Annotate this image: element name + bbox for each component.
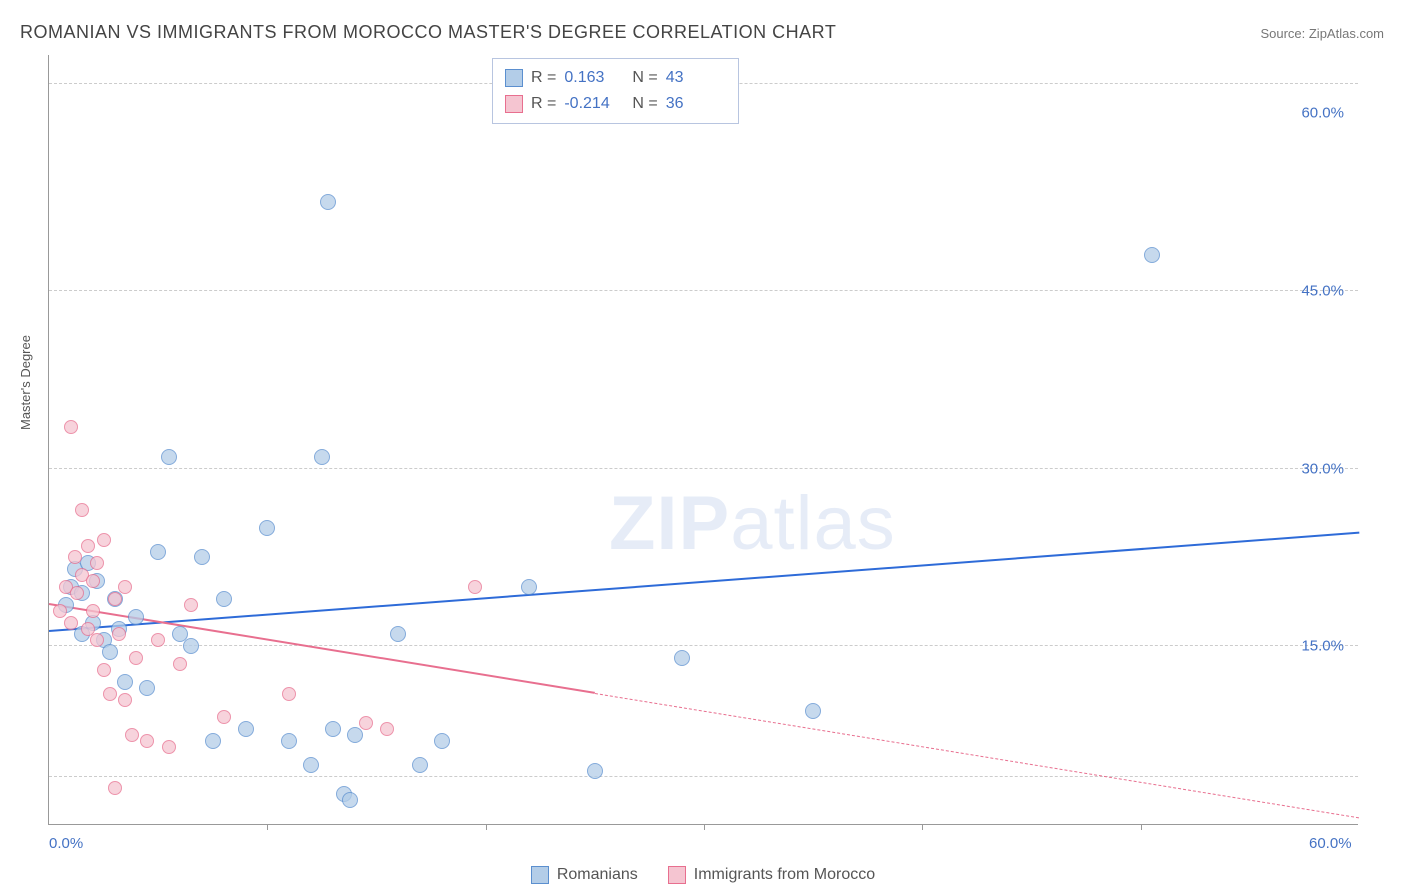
x-tick-label: 0.0% bbox=[49, 835, 83, 852]
y-axis-label: Master's Degree bbox=[18, 335, 33, 430]
scatter-point bbox=[150, 544, 166, 560]
scatter-point bbox=[303, 757, 319, 773]
scatter-point bbox=[81, 539, 95, 553]
source-attribution: Source: ZipAtlas.com bbox=[1260, 26, 1384, 41]
scatter-point bbox=[1144, 247, 1160, 263]
scatter-point bbox=[217, 710, 231, 724]
scatter-point bbox=[412, 757, 428, 773]
scatter-point bbox=[118, 693, 132, 707]
scatter-point bbox=[161, 449, 177, 465]
scatter-point bbox=[102, 644, 118, 660]
chart-title: ROMANIAN VS IMMIGRANTS FROM MOROCCO MAST… bbox=[20, 22, 836, 43]
scatter-point bbox=[108, 781, 122, 795]
scatter-point bbox=[112, 627, 126, 641]
scatter-point bbox=[53, 604, 67, 618]
gridline bbox=[49, 776, 1358, 777]
gridline bbox=[49, 468, 1358, 469]
y-tick-label: 60.0% bbox=[1301, 105, 1344, 122]
scatter-point bbox=[75, 503, 89, 517]
x-tick bbox=[1141, 824, 1142, 830]
scatter-point bbox=[521, 579, 537, 595]
legend-swatch-series2 bbox=[505, 95, 523, 113]
n-label: N = bbox=[632, 65, 657, 91]
scatter-point bbox=[125, 728, 139, 742]
scatter-point bbox=[238, 721, 254, 737]
x-tick bbox=[704, 824, 705, 830]
n-value-series1: 43 bbox=[666, 65, 726, 91]
n-label: N = bbox=[632, 91, 657, 117]
scatter-point bbox=[64, 616, 78, 630]
scatter-point bbox=[281, 733, 297, 749]
scatter-point bbox=[117, 674, 133, 690]
scatter-point bbox=[151, 633, 165, 647]
y-tick-label: 45.0% bbox=[1301, 282, 1344, 299]
scatter-point bbox=[216, 591, 232, 607]
watermark: ZIPatlas bbox=[609, 480, 896, 567]
scatter-point bbox=[118, 580, 132, 594]
x-tick bbox=[267, 824, 268, 830]
scatter-point bbox=[587, 763, 603, 779]
bottom-legend: Romanians Immigrants from Morocco bbox=[0, 866, 1406, 884]
regression-line bbox=[595, 693, 1359, 818]
scatter-point bbox=[86, 604, 100, 618]
scatter-point bbox=[805, 703, 821, 719]
scatter-point bbox=[108, 592, 122, 606]
scatter-point bbox=[390, 626, 406, 642]
r-value-series1: 0.163 bbox=[564, 65, 624, 91]
scatter-point bbox=[194, 549, 210, 565]
x-tick bbox=[486, 824, 487, 830]
scatter-point bbox=[97, 533, 111, 547]
legend-label-series2: Immigrants from Morocco bbox=[694, 866, 875, 884]
scatter-point bbox=[468, 580, 482, 594]
scatter-point bbox=[173, 657, 187, 671]
scatter-point bbox=[320, 194, 336, 210]
legend-item-series1: Romanians bbox=[531, 866, 638, 884]
scatter-point bbox=[259, 520, 275, 536]
scatter-point bbox=[674, 650, 690, 666]
scatter-point bbox=[128, 609, 144, 625]
r-label: R = bbox=[531, 91, 556, 117]
legend-swatch-series2 bbox=[668, 866, 686, 884]
scatter-point bbox=[162, 740, 176, 754]
scatter-chart: ZIPatlas 15.0%30.0%45.0%60.0%0.0%60.0% bbox=[48, 55, 1358, 825]
scatter-point bbox=[347, 727, 363, 743]
y-tick-label: 30.0% bbox=[1301, 460, 1344, 477]
x-tick-label: 60.0% bbox=[1309, 835, 1352, 852]
scatter-point bbox=[86, 574, 100, 588]
r-value-series2: -0.214 bbox=[564, 91, 624, 117]
legend-swatch-series1 bbox=[531, 866, 549, 884]
correlation-stats-box: R = 0.163 N = 43 R = -0.214 N = 36 bbox=[492, 58, 739, 124]
scatter-point bbox=[70, 586, 84, 600]
n-value-series2: 36 bbox=[666, 91, 726, 117]
scatter-point bbox=[129, 651, 143, 665]
scatter-point bbox=[183, 638, 199, 654]
y-tick-label: 15.0% bbox=[1301, 638, 1344, 655]
legend-swatch-series1 bbox=[505, 69, 523, 87]
scatter-point bbox=[90, 556, 104, 570]
legend-label-series1: Romanians bbox=[557, 866, 638, 884]
scatter-point bbox=[325, 721, 341, 737]
scatter-point bbox=[314, 449, 330, 465]
gridline bbox=[49, 290, 1358, 291]
scatter-point bbox=[184, 598, 198, 612]
scatter-point bbox=[434, 733, 450, 749]
scatter-point bbox=[64, 420, 78, 434]
scatter-point bbox=[359, 716, 373, 730]
legend-item-series2: Immigrants from Morocco bbox=[668, 866, 875, 884]
scatter-point bbox=[282, 687, 296, 701]
stats-row-series1: R = 0.163 N = 43 bbox=[505, 65, 726, 91]
scatter-point bbox=[380, 722, 394, 736]
scatter-point bbox=[140, 734, 154, 748]
stats-row-series2: R = -0.214 N = 36 bbox=[505, 91, 726, 117]
scatter-point bbox=[68, 550, 82, 564]
scatter-point bbox=[139, 680, 155, 696]
x-tick bbox=[922, 824, 923, 830]
scatter-point bbox=[97, 663, 111, 677]
scatter-point bbox=[342, 792, 358, 808]
scatter-point bbox=[103, 687, 117, 701]
gridline bbox=[49, 645, 1358, 646]
scatter-point bbox=[205, 733, 221, 749]
r-label: R = bbox=[531, 65, 556, 91]
scatter-point bbox=[90, 633, 104, 647]
